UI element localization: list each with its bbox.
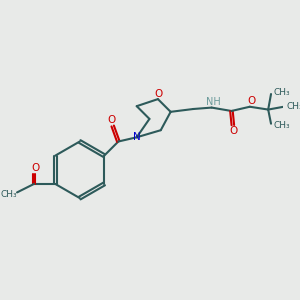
Text: O: O — [247, 96, 255, 106]
Text: CH₃: CH₃ — [274, 121, 290, 130]
Text: O: O — [31, 164, 40, 173]
Text: NH: NH — [206, 98, 221, 107]
Text: CH₃: CH₃ — [1, 190, 17, 199]
Text: O: O — [230, 126, 238, 136]
Text: N: N — [133, 132, 141, 142]
Text: CH₃: CH₃ — [286, 102, 300, 111]
Text: O: O — [107, 115, 116, 125]
Text: CH₃: CH₃ — [274, 88, 290, 97]
Text: O: O — [154, 89, 163, 99]
